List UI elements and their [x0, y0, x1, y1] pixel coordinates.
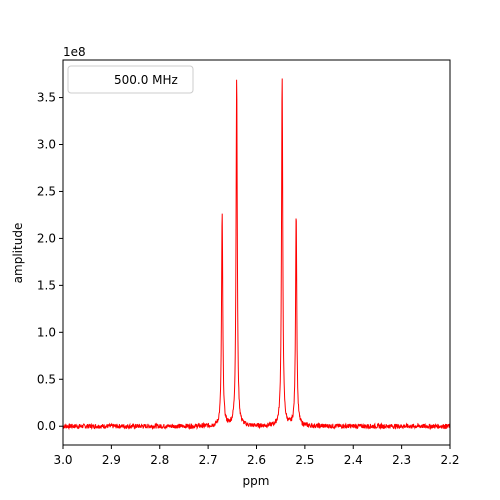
x-tick-label: 2.2	[440, 453, 459, 467]
x-tick-label: 2.8	[150, 453, 169, 467]
y-tick-label: 0.5	[37, 372, 56, 386]
y-tick-label: 2.0	[37, 231, 56, 245]
x-tick-label: 2.9	[102, 453, 121, 467]
legend-box	[67, 65, 194, 94]
plot-frame	[62, 59, 451, 446]
plot-area	[63, 78, 450, 431]
series-line	[63, 78, 450, 431]
y-tick-label: 2.5	[37, 184, 56, 198]
x-tick-label: 2.3	[392, 453, 411, 467]
y-tick-label: 0.0	[37, 419, 56, 433]
x-axis-label: ppm	[243, 474, 270, 488]
x-tick-label: 2.7	[199, 453, 218, 467]
y-tick-label: 1.5	[37, 278, 56, 292]
x-tick-label: 3.0	[53, 453, 72, 467]
x-tick-label: 2.6	[247, 453, 266, 467]
y-tick-label: 3.0	[37, 138, 56, 152]
y-tick-label: 3.5	[37, 91, 56, 105]
axes: 1e8 ppm amplitude 3.0 2.9 2.8 2.7 2.6 2.5 2.4 2…	[11, 45, 460, 488]
y-axis-label: amplitude	[11, 223, 25, 284]
x-tick-label: 2.5	[295, 453, 314, 467]
legend: 500.0 MHz	[67, 65, 194, 94]
y-tick-label: 1.0	[37, 325, 56, 339]
x-tick-label: 2.4	[344, 453, 363, 467]
y-axis-offset-text: 1e8	[63, 45, 86, 59]
legend-entry-label: 500.0 MHz	[114, 73, 178, 87]
